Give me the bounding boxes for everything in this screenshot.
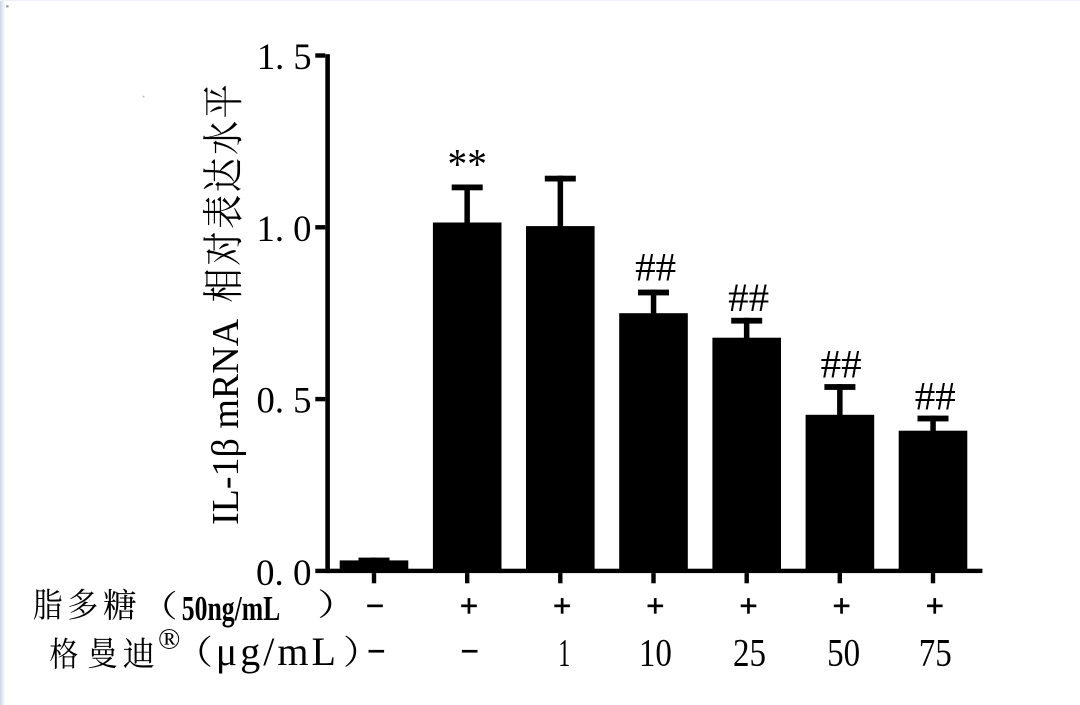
svg-text:##: ## xyxy=(728,275,769,320)
svg-text:##: ## xyxy=(915,373,956,418)
svg-text:1: 1 xyxy=(558,632,570,675)
svg-text:0. 5: 0. 5 xyxy=(257,381,312,422)
svg-text:IL-1β mRNA: IL-1β mRNA xyxy=(205,318,247,525)
svg-text:10: 10 xyxy=(639,632,672,675)
svg-text:##: ## xyxy=(821,341,862,386)
svg-text:1. 0: 1. 0 xyxy=(257,209,312,250)
svg-text:50ng/mL: 50ng/mL xyxy=(182,589,280,628)
svg-text:##: ## xyxy=(635,245,676,290)
svg-text:75: 75 xyxy=(919,632,952,675)
svg-text:50: 50 xyxy=(827,632,860,675)
svg-text:25: 25 xyxy=(733,632,766,675)
svg-text:μg/mL: μg/mL xyxy=(216,629,339,674)
svg-text:1. 5: 1. 5 xyxy=(257,37,312,78)
svg-text:**: ** xyxy=(448,141,487,189)
svg-text:®: ® xyxy=(158,624,180,656)
svg-text:0. 0: 0. 0 xyxy=(256,553,312,594)
